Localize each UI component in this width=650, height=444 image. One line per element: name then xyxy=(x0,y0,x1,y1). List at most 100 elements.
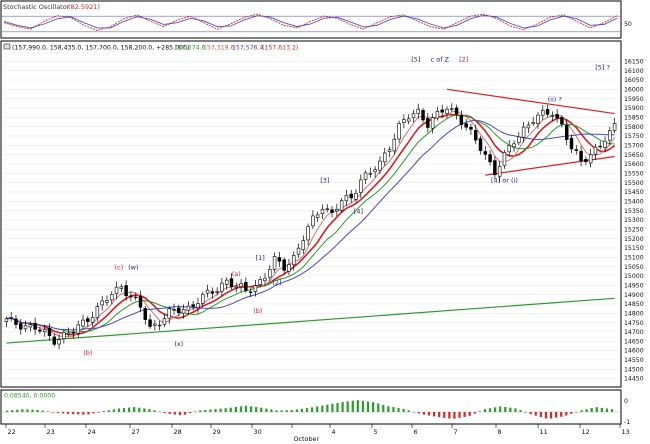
oscillator-bar xyxy=(499,406,502,412)
oscillator-panel: 0.08540, 0.0000 0 -1 xyxy=(0,389,630,426)
candlestick xyxy=(411,109,416,123)
oscillator-bar xyxy=(204,409,207,412)
candlestick xyxy=(205,284,210,298)
wave-annotation: [2] xyxy=(272,278,281,286)
price-tick-label: 16000 xyxy=(624,87,644,94)
oscillator-bar xyxy=(61,412,65,414)
candlestick xyxy=(157,320,162,331)
price-tick-label: 15200 xyxy=(624,236,644,243)
wave-annotation: [5] ? xyxy=(595,64,610,72)
candlestick xyxy=(220,277,224,296)
candlestick xyxy=(100,296,104,311)
oscillator-bar xyxy=(356,400,359,412)
ma-readout-3: 157,576.4 xyxy=(232,45,264,52)
price-tick-label: 15450 xyxy=(624,189,644,196)
date-tick-label: 24 xyxy=(88,428,96,436)
oscillator-bar xyxy=(31,409,34,412)
candlestick xyxy=(612,117,617,133)
stochastic-axis: 50 xyxy=(624,21,632,28)
oscillator-bar xyxy=(610,409,614,412)
oscillator-bar xyxy=(336,402,339,412)
wave-annotations: (c) (w) (a) [1] [2] (b) (x) (b) [3] [4] [5] c of Z [… xyxy=(83,55,610,357)
oscillator-bar xyxy=(290,409,293,412)
stochastic-value: (82.5921) xyxy=(68,3,100,11)
oscillator-bar xyxy=(305,408,309,412)
candlestick xyxy=(320,204,325,220)
price-legend-icon xyxy=(3,43,11,50)
oscillator-axis: 0 -1 xyxy=(624,398,630,426)
oscillator-bar xyxy=(280,410,283,412)
oscillator-bar xyxy=(199,410,202,412)
candlestick xyxy=(138,290,143,313)
oscillator-bar xyxy=(82,412,85,415)
moving-average-line xyxy=(6,114,615,333)
price-tick-label: 15800 xyxy=(624,124,644,131)
price-panel: (c) (w) (a) [1] [2] (b) (x) (b) [3] [4] [5] c of Z [… xyxy=(0,40,644,388)
candlestick xyxy=(42,324,47,337)
oscillator-bar xyxy=(183,412,187,415)
candlestick xyxy=(454,104,459,120)
candlestick xyxy=(541,105,545,120)
wave-annotation: [4] or (i) xyxy=(491,177,518,185)
oscillator-bar xyxy=(407,410,410,412)
oscillator-bar xyxy=(112,409,115,412)
oscillator-bar xyxy=(605,408,609,412)
candlestick xyxy=(368,167,373,178)
oscillator-bar xyxy=(153,410,156,412)
oscillator-bars xyxy=(6,400,614,419)
oscillator-bar xyxy=(570,412,573,414)
oscillator-bar xyxy=(539,412,542,418)
candlestick xyxy=(445,106,449,119)
candlestick xyxy=(339,198,344,213)
oscillator-bar xyxy=(453,412,456,419)
moving-average-line xyxy=(6,113,616,336)
oscillator-bar xyxy=(51,412,54,413)
oscillator-bar xyxy=(438,412,441,418)
candlestick xyxy=(234,282,239,293)
candlestick xyxy=(148,314,152,329)
candlestick xyxy=(71,327,76,339)
stochastic-tick-label: 50 xyxy=(624,21,632,28)
oscillator-bar xyxy=(483,409,487,412)
candlestick xyxy=(177,304,181,317)
oscillator-bar xyxy=(143,408,146,412)
price-tick-label: 16100 xyxy=(624,68,644,75)
ma-readout-2: 157,319.6 xyxy=(203,45,235,52)
wave-annotation: [5] xyxy=(411,55,420,63)
price-tick-label: 14450 xyxy=(624,376,644,383)
candlestick xyxy=(282,257,286,275)
date-axis: 22 23 24 27 28 29 30 October 4 5 6 7 8 11 12 13 xyxy=(5,424,630,443)
oscillator-bar xyxy=(158,411,161,413)
oscillator-bar xyxy=(224,408,227,412)
oscillator-bar xyxy=(234,407,237,412)
candlestick xyxy=(114,281,119,300)
candlestick xyxy=(359,174,363,199)
candlestick xyxy=(378,156,382,175)
date-tick-label: 29 xyxy=(213,428,221,436)
candlestick xyxy=(526,121,531,134)
price-tick-label: 15250 xyxy=(624,226,644,233)
candlestick xyxy=(191,300,195,311)
oscillator-bar xyxy=(250,406,253,412)
oscillator-bar xyxy=(519,410,522,412)
candlestick xyxy=(531,116,535,126)
oscillator-bar xyxy=(549,412,553,419)
oscillator-bar xyxy=(341,402,344,412)
oscillator-bar xyxy=(382,404,385,412)
oscillator-bar xyxy=(209,409,212,412)
price-readout: (157,990.0, 158,435.0, 157,700.0, 158,20… xyxy=(12,45,189,52)
oscillator-bar xyxy=(16,409,19,412)
candlestick xyxy=(90,311,95,327)
price-tick-label: 15950 xyxy=(624,96,644,103)
candlestick xyxy=(95,302,100,322)
date-tick-label: 11 xyxy=(540,428,548,436)
oscillator-bar xyxy=(260,407,263,412)
oscillator-bar xyxy=(97,412,100,413)
wave-annotation: (b) xyxy=(253,307,262,315)
candlestick xyxy=(603,136,607,153)
ma-readout-4: (157,613.2) xyxy=(262,45,298,52)
candlestick xyxy=(325,203,329,213)
ma-readout-1: 157,274.6 xyxy=(174,45,206,52)
oscillator-bar xyxy=(565,412,568,416)
price-tick-label: 16050 xyxy=(624,77,644,84)
